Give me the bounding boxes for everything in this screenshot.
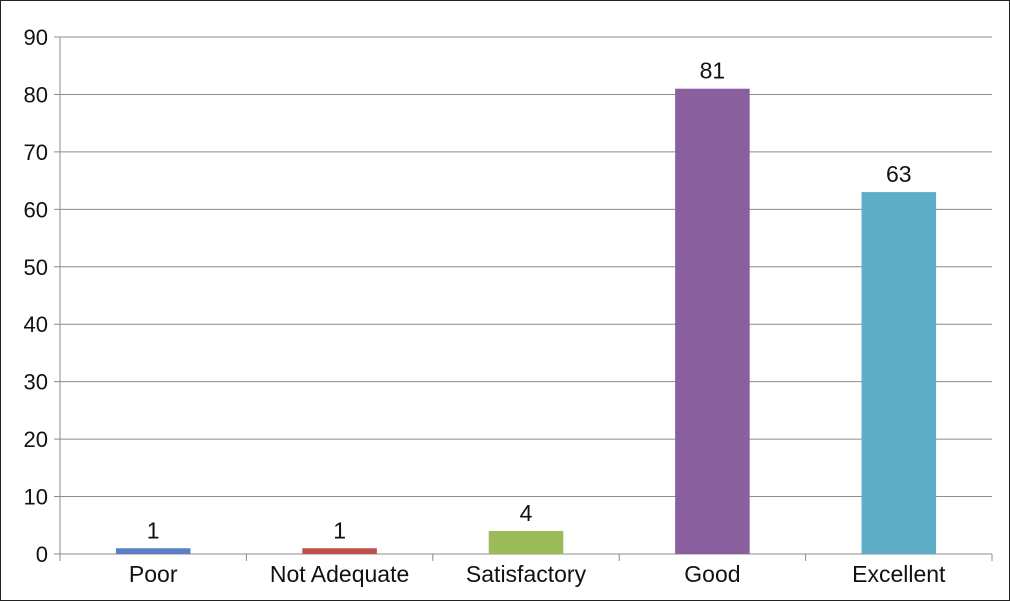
x-category-label: Good <box>684 561 740 587</box>
bar-good <box>675 88 750 554</box>
y-tick-label: 50 <box>24 255 48 280</box>
x-category-label: Not Adequate <box>270 561 409 587</box>
bar-excellent <box>861 192 937 554</box>
y-tick-label: 0 <box>36 542 48 567</box>
gridlines <box>60 36 992 498</box>
x-category-label: Excellent <box>852 561 946 587</box>
x-category-label: Poor <box>129 561 178 587</box>
y-tick-label: 80 <box>24 82 48 107</box>
y-tick-label: 70 <box>24 140 48 165</box>
y-tick-label: 30 <box>24 370 48 395</box>
data-labels: 1 1 4 81 63 <box>147 58 912 544</box>
x-axis: Poor Not Adequate Satisfactory Good Excellen… <box>59 553 993 587</box>
y-axis: 0 10 20 30 40 50 60 70 80 90 <box>24 25 61 567</box>
y-tick-label: 60 <box>24 197 48 222</box>
y-tick-label: 90 <box>24 25 48 50</box>
data-label: 81 <box>700 58 726 84</box>
data-label: 4 <box>520 500 533 526</box>
bar-satisfactory <box>488 531 564 554</box>
x-category-label: Satisfactory <box>466 561 587 587</box>
y-tick-label: 40 <box>24 312 48 337</box>
bar-not-adequate <box>302 548 377 554</box>
y-tick-label: 20 <box>24 427 48 452</box>
bar-poor <box>115 548 191 554</box>
y-tick-label: 10 <box>24 485 48 510</box>
bars <box>115 88 937 554</box>
data-label: 1 <box>333 517 346 543</box>
data-label: 63 <box>886 161 912 187</box>
data-label: 1 <box>147 517 160 543</box>
